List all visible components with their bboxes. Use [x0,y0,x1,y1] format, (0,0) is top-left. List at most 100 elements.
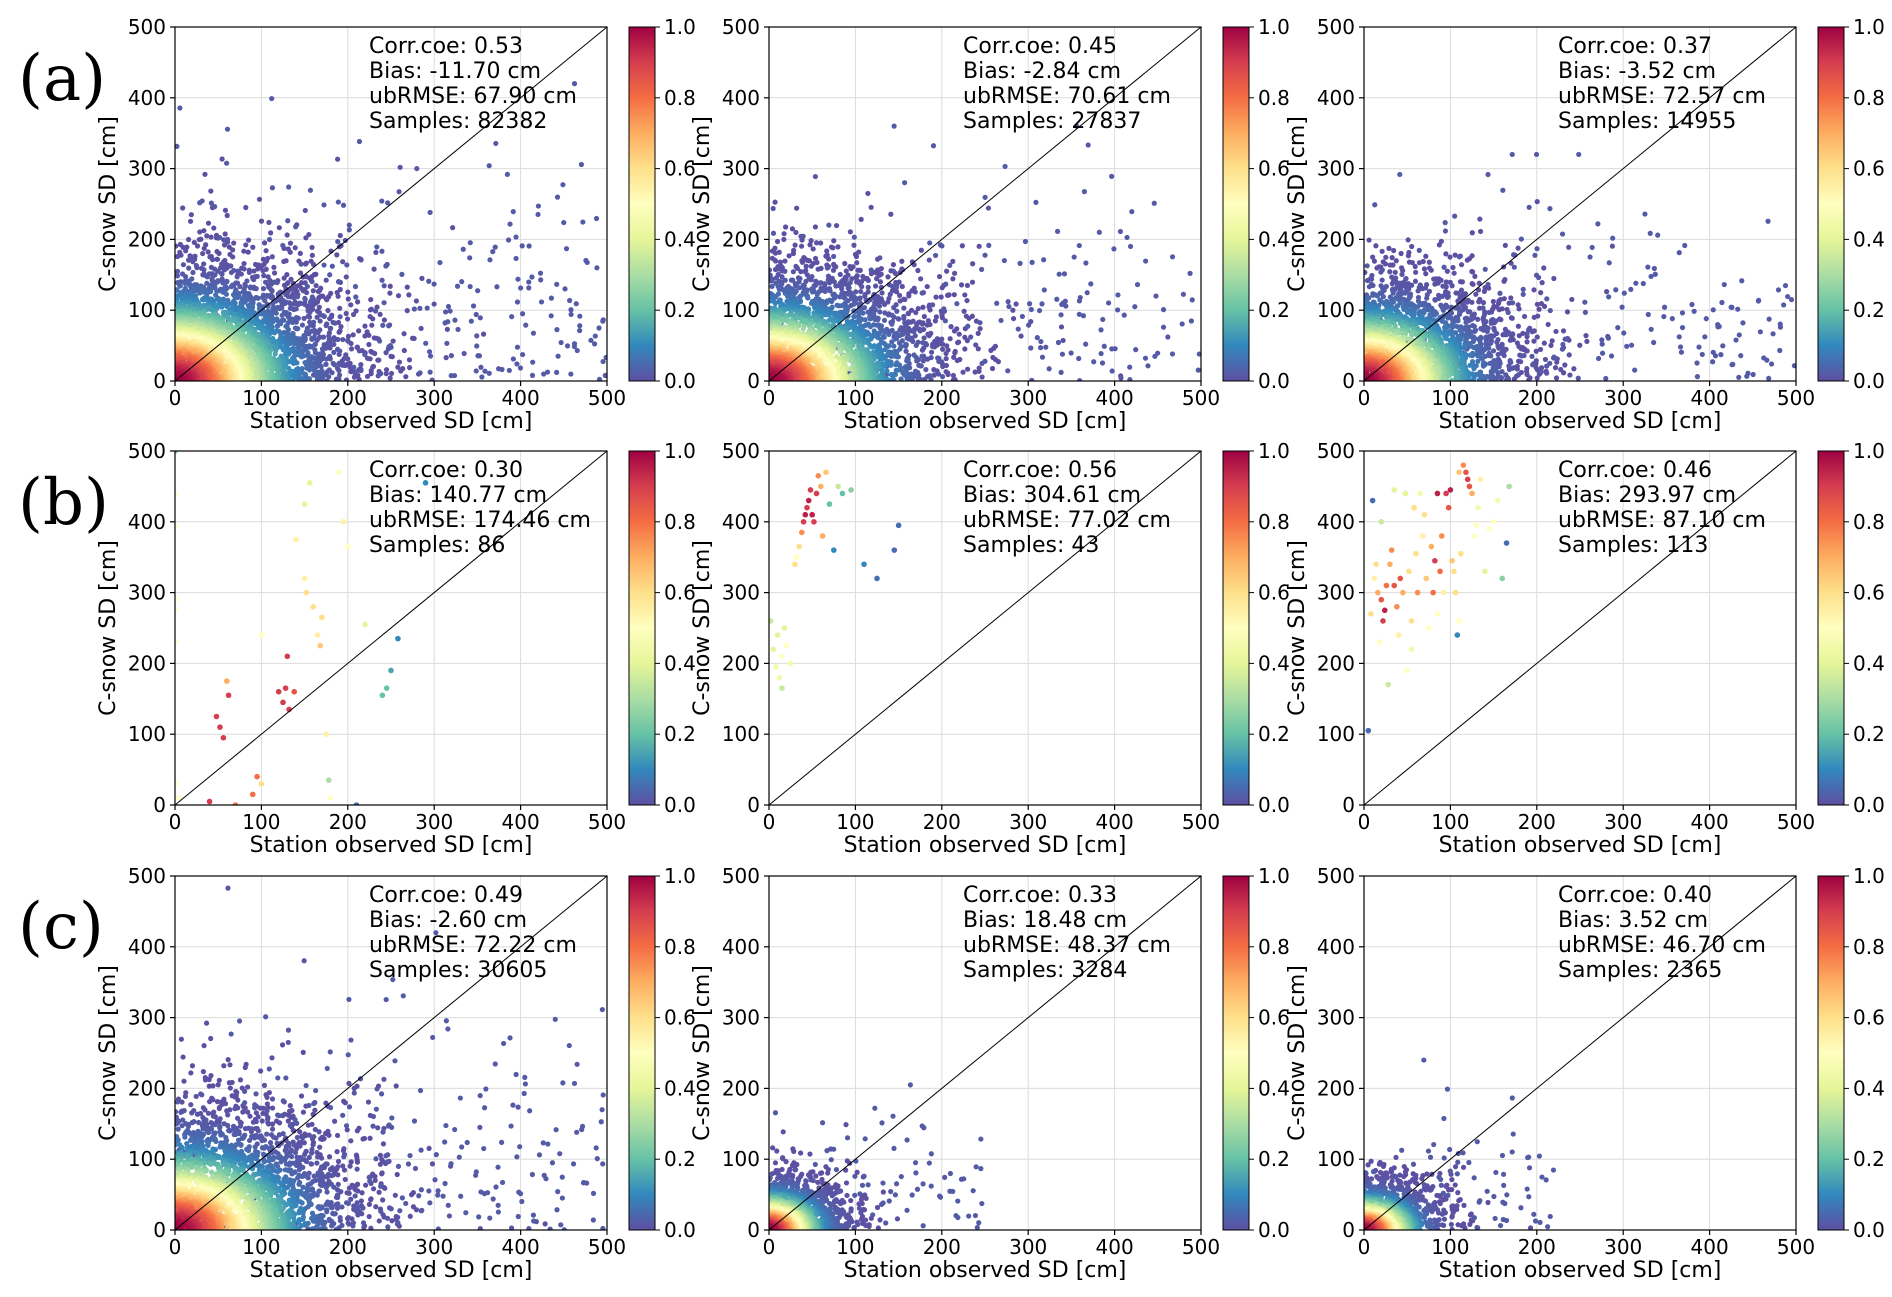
scatter-point [261,273,267,279]
scatter-point [348,346,355,352]
scatter-point [496,366,502,372]
scatter-point [305,313,311,319]
scatter-point [324,297,330,303]
scatter-point [447,308,453,314]
scatter-point [939,285,945,291]
scatter-point [284,272,290,278]
scatter-point [323,277,329,283]
scatter-point [770,230,777,236]
scatter-point [280,242,286,249]
scatter-point [292,325,299,331]
scatter-point [292,245,298,251]
scatter-point [253,261,259,268]
scatter-point [212,204,218,210]
scatter-point [338,324,344,330]
scatter-point [962,334,968,340]
scatter-point [336,360,342,366]
scatter-point [321,262,327,268]
scatter-point [994,300,1000,306]
scatter-point [264,293,271,299]
scatter-point [1018,333,1024,339]
scatter-point [865,277,871,283]
scatter-point [342,237,348,244]
scatter-point [221,242,228,248]
scatter-point [865,284,871,290]
scatter-point [520,351,526,358]
scatter-point [950,377,956,381]
scatter-point [1142,355,1149,361]
scatter-point [927,373,933,379]
scatter-point [272,351,278,357]
scatter-point [830,267,837,273]
scatter-point [1124,234,1130,241]
scatter-point [1041,287,1047,293]
scatter-point [323,322,329,329]
scatter-point [271,279,277,285]
scatter-point [285,218,291,224]
scatter-point [316,304,322,310]
scatter-point [343,377,350,381]
scatter-point [477,315,483,321]
scatter-point [976,243,982,249]
scatter-point [404,308,410,314]
scatter-point [219,156,225,162]
scatter-point [891,304,897,311]
y-tick-label: 300 [128,157,166,181]
scatter-point [804,272,810,278]
scatter-point [452,317,458,323]
scatter-point [1151,200,1157,206]
scatter-point [325,307,331,314]
scatter-point [848,266,854,272]
scatter-point [409,335,416,341]
scatter-point [321,202,327,208]
scatter-point [975,330,981,336]
scatter-point [888,211,894,217]
stat-corr: Corr.coe: 0.53 [369,34,523,59]
scatter-point [320,313,326,319]
scatter-point [300,274,306,280]
scatter-point [216,250,222,256]
scatter-point [798,243,805,249]
scatter-point [847,229,853,235]
scatter-point [1165,334,1171,340]
scatter-point [1005,299,1011,305]
scatter-point [1077,294,1083,301]
scatter-point [580,219,586,225]
scatter-point [385,200,391,206]
scatter-point [307,299,313,305]
scatter-point [443,355,449,361]
scatter-point [789,312,796,318]
scatter-point [831,279,837,285]
scatter-point [1076,242,1082,249]
scatter-point [467,283,473,290]
scatter-point [383,350,389,356]
scatter-point [1080,313,1087,319]
scatter-point [386,323,392,329]
scatter-point [1111,246,1117,252]
scatter-point [335,293,341,299]
scatter-point [961,308,967,314]
scatter-point [290,301,296,307]
scatter-point [830,322,837,328]
scatter-point [1129,209,1135,215]
scatter-point [577,323,583,329]
scatter-point [897,298,903,304]
scatter-point [1169,351,1176,357]
scatter-point [304,365,310,371]
stat-bias: Bias: -11.70 cm [369,59,541,84]
scatter-point [965,323,971,329]
scatter-point [1029,259,1035,265]
scatter-point [487,257,493,263]
scatter-point [473,368,479,374]
scatter-point [295,344,301,350]
scatter-point [194,265,200,271]
scatter-point [827,288,833,294]
scatter-point [932,318,938,324]
scatter-point [367,307,374,313]
scatter-point [915,305,921,312]
one-to-one-line [174,26,608,382]
scatter-point [893,284,900,291]
scatter-point [445,319,451,325]
y-tick-label: 400 [128,86,166,110]
scatter-point [889,321,895,327]
